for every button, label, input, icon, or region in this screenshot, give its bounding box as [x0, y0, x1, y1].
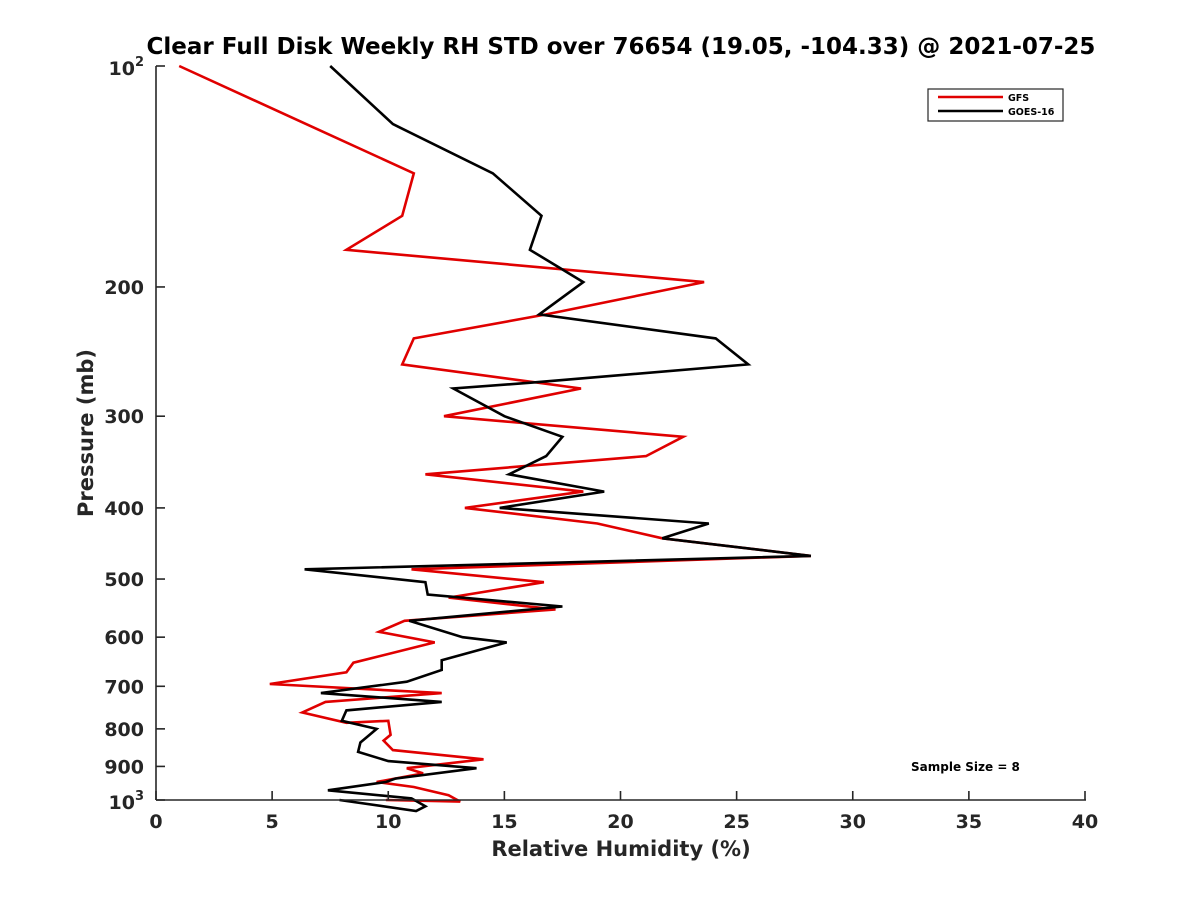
chart-title: Clear Full Disk Weekly RH STD over 76654…	[147, 34, 1096, 60]
y-tick-label: 103	[109, 789, 145, 814]
y-tick-label: 900	[104, 756, 144, 778]
x-ticks: 0 5 10 15 20 25 30 35 40	[149, 791, 1098, 833]
series-layer	[178, 64, 812, 813]
x-tick-label: 5	[266, 811, 279, 833]
y-tick-label: 300	[104, 406, 144, 428]
x-tick-label: 35	[956, 811, 982, 833]
x-tick-label: 30	[840, 811, 866, 833]
x-tick-label: 20	[607, 811, 633, 833]
y-tick-label: 800	[104, 719, 144, 741]
y-tick-label: 400	[104, 498, 144, 520]
legend-box	[927, 88, 1064, 122]
x-tick-label: 25	[723, 811, 749, 833]
y-tick-label: 500	[104, 569, 144, 591]
x-tick-label: 10	[375, 811, 401, 833]
legend: GFS GOES-16	[927, 88, 1064, 122]
legend-label-gfs: GFS	[1008, 93, 1029, 104]
x-tick-label: 0	[149, 811, 162, 833]
sample-size-annotation: Sample Size = 8	[911, 760, 1020, 774]
y-tick-label: 200	[104, 277, 144, 299]
series-line-goes16	[304, 65, 812, 813]
y-ticks: 102 200 300 400 500 600 700 800 900 103	[104, 55, 165, 814]
x-tick-label: 40	[1072, 811, 1098, 833]
y-tick-label: 600	[104, 627, 144, 649]
y-axis-label: Pressure (mb)	[74, 349, 98, 517]
y-tick-label: 700	[104, 676, 144, 698]
legend-label-goes16: GOES-16	[1008, 107, 1055, 118]
x-axis-label: Relative Humidity (%)	[491, 837, 750, 861]
y-tick-label: 102	[109, 55, 145, 80]
x-tick-label: 15	[491, 811, 517, 833]
